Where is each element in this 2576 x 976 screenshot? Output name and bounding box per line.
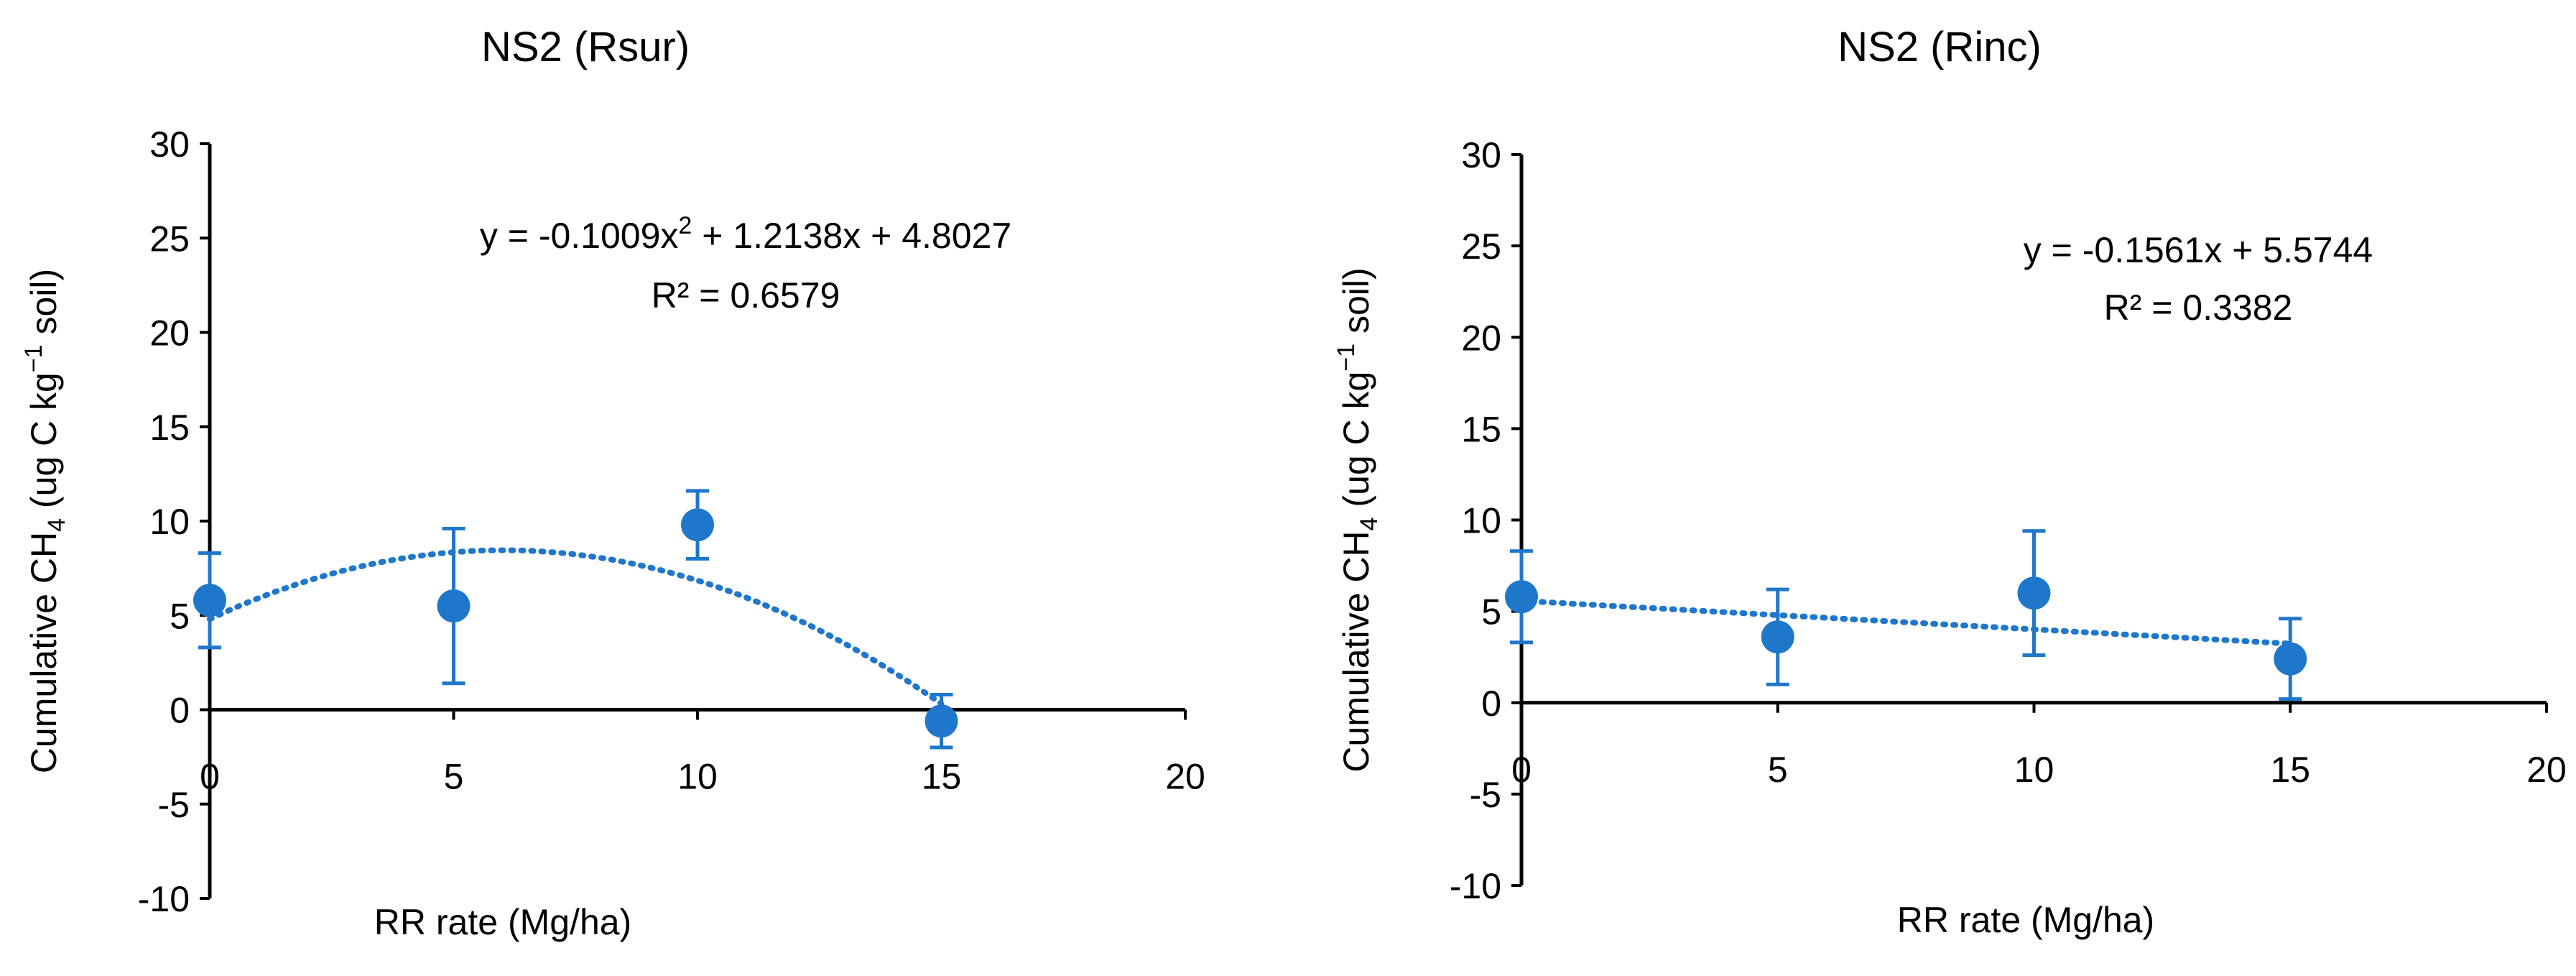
trendline xyxy=(1519,598,2294,647)
data-point xyxy=(1761,620,1794,654)
y-tick-label: 10 xyxy=(149,502,190,542)
trendline-equation: y = -0.1561x + 5.5744 xyxy=(2024,230,2373,270)
y-tick-label: -5 xyxy=(1470,775,1501,815)
y-axis-label: Cumulative CH4 (ug C kg−1 soil) xyxy=(20,269,70,773)
x-tick-label: 5 xyxy=(1768,750,1788,790)
data-point xyxy=(193,584,226,617)
y-tick-label: 5 xyxy=(1481,592,1501,632)
y-tick-label: 0 xyxy=(170,691,190,731)
y-tick-label: -5 xyxy=(158,785,190,825)
x-axis-label: RR rate (Mg/ha) xyxy=(374,902,631,942)
y-tick-label: 15 xyxy=(149,408,190,448)
x-tick-label: 15 xyxy=(2270,750,2310,790)
y-tick-label: 10 xyxy=(1461,501,1501,541)
x-tick-label: 15 xyxy=(922,757,962,797)
r-squared: R² = 0.6579 xyxy=(652,275,840,316)
data-point xyxy=(681,508,714,542)
x-tick-label: 10 xyxy=(2014,750,2054,790)
data-point xyxy=(2017,576,2051,610)
x-axis-label: RR rate (Mg/ha) xyxy=(1897,900,2154,940)
chart-title: NS2 (Rinc) xyxy=(1838,24,2042,70)
trendline xyxy=(207,547,945,707)
r-squared: R² = 0.3382 xyxy=(2104,287,2293,328)
x-tick-label: 20 xyxy=(2526,750,2567,790)
data-point xyxy=(925,704,958,738)
y-tick-label: 20 xyxy=(1461,318,1501,358)
y-tick-label: 20 xyxy=(149,313,190,354)
data-point xyxy=(1505,580,1538,614)
y-tick-label: 30 xyxy=(1461,135,1501,175)
y-tick-label: 0 xyxy=(1481,683,1501,724)
y-tick-label: 25 xyxy=(1461,226,1501,267)
y-tick-label: 15 xyxy=(1461,409,1501,449)
y-tick-label: -10 xyxy=(1450,866,1501,906)
y-axis-label: Cumulative CH4 (ug C kg−1 soil) xyxy=(1333,267,1383,772)
y-tick-label: 25 xyxy=(149,218,190,259)
x-tick-label: 10 xyxy=(677,757,718,797)
x-tick-label: 0 xyxy=(1511,750,1532,790)
y-tick-label: 5 xyxy=(170,596,190,636)
y-tick-label: -10 xyxy=(138,879,190,919)
data-point xyxy=(437,589,471,623)
y-tick-label: 30 xyxy=(149,124,190,165)
chart-title: NS2 (Rsur) xyxy=(481,24,690,70)
x-tick-label: 0 xyxy=(200,757,220,797)
data-point xyxy=(2274,642,2307,676)
x-tick-label: 5 xyxy=(444,757,464,797)
trendline-equation: y = -0.1009x2 + 1.2138x + 4.8027 xyxy=(480,212,1011,256)
x-tick-label: 20 xyxy=(1165,757,1205,797)
